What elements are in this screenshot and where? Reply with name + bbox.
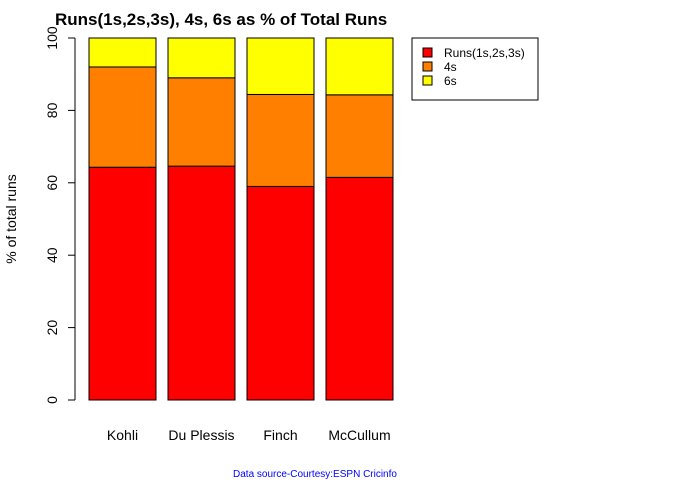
legend-label: 6s <box>444 74 457 88</box>
bar-segment-du-plessis-0 <box>167 165 236 401</box>
chart-title: Runs(1s,2s,3s), 4s, 6s as % of Total Run… <box>55 10 387 29</box>
data-source-note: Data source-Courtesy:ESPN Cricinfo <box>233 469 397 480</box>
y-tick-label: 100 <box>44 26 60 50</box>
x-category-label: Finch <box>263 427 297 443</box>
legend-swatch <box>422 47 433 58</box>
bars <box>88 37 394 401</box>
bar-segment-mccullum-1 <box>325 94 394 178</box>
x-axis-labels: Kohli Du Plessis Finch McCullum <box>107 427 391 443</box>
y-tick-label: 40 <box>44 247 60 263</box>
y-tick-label: 60 <box>44 175 60 191</box>
x-category-label: Kohli <box>107 427 138 443</box>
legend-box <box>411 37 539 101</box>
bar-segment-du-plessis-2 <box>167 37 236 79</box>
x-category-label: Du Plessis <box>168 427 234 443</box>
y-axis-label: % of total runs <box>3 174 19 264</box>
bar-segment-finch-2 <box>246 37 315 95</box>
bar-segment-kohli-2 <box>88 37 157 68</box>
bar-segment-kohli-1 <box>88 66 157 168</box>
bar-segment-mccullum-0 <box>325 176 394 401</box>
legend-swatch <box>422 61 433 72</box>
legend-label: Runs(1s,2s,3s) <box>444 46 525 60</box>
bar-segment-finch-1 <box>246 93 315 187</box>
bar-segment-finch-0 <box>246 185 315 401</box>
bar-segment-du-plessis-1 <box>167 77 236 167</box>
legend-label: 4s <box>444 60 457 74</box>
y-tick-label: 20 <box>44 320 60 336</box>
y-axis: 0 20 40 60 80 100 <box>44 26 76 404</box>
y-tick-label: 80 <box>44 102 60 118</box>
bar-segment-kohli-0 <box>88 166 157 401</box>
legend-swatch <box>422 75 433 86</box>
bar-segment-mccullum-2 <box>325 37 394 96</box>
x-category-label: McCullum <box>328 427 390 443</box>
y-tick-label: 0 <box>44 396 60 404</box>
